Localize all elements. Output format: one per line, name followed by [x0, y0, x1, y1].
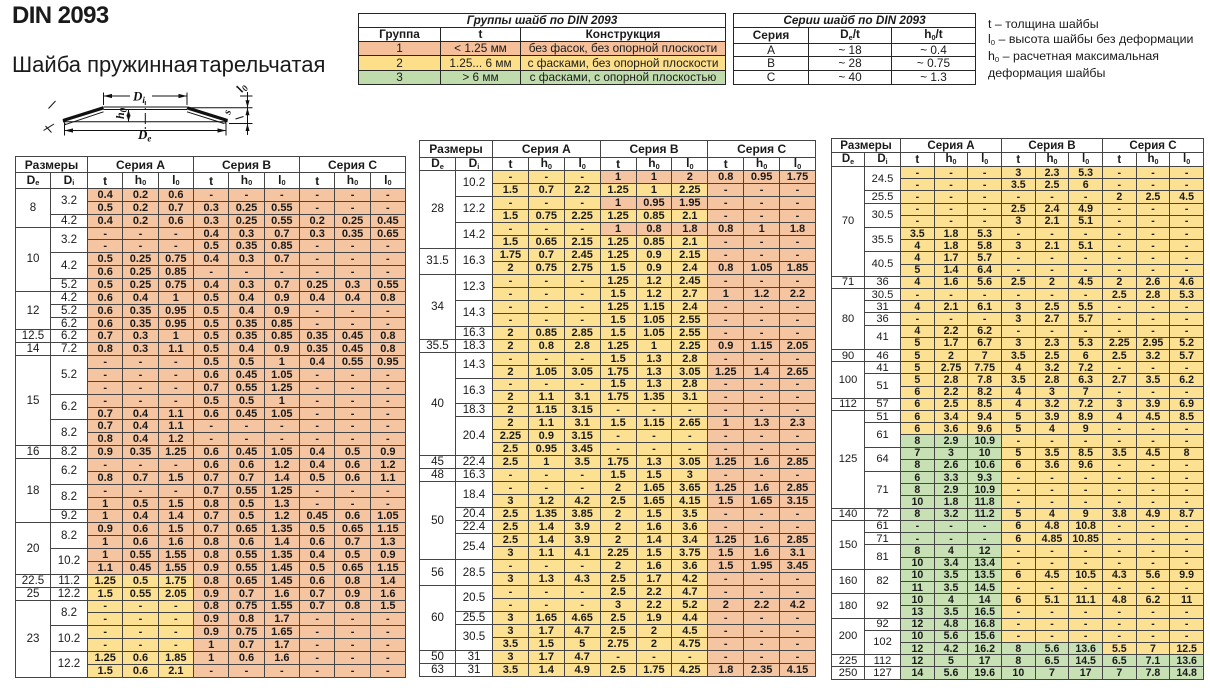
svg-text:Di: Di	[132, 89, 145, 106]
svg-text:h0: h0	[113, 107, 129, 119]
svg-text:s: s	[221, 109, 234, 117]
svg-text:De: De	[137, 127, 151, 144]
